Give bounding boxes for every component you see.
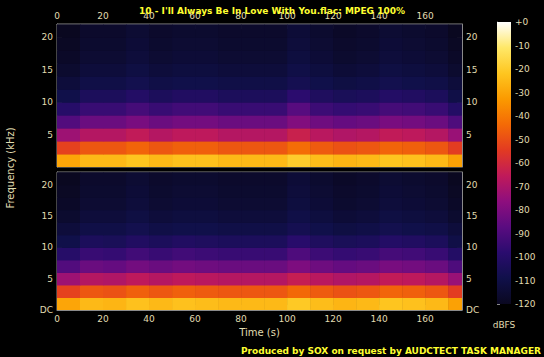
svg-text:80: 80	[235, 314, 247, 324]
svg-text:160: 160	[417, 11, 434, 21]
svg-text:60: 60	[189, 314, 201, 324]
svg-text:-100: -100	[515, 252, 536, 262]
svg-text:100: 100	[279, 314, 296, 324]
svg-text:-110: -110	[515, 276, 536, 286]
svg-text:5: 5	[466, 274, 472, 284]
svg-text:-60: -60	[515, 158, 530, 168]
svg-text:-70: -70	[515, 182, 530, 192]
svg-text:dBFS: dBFS	[493, 320, 516, 330]
svg-text:20: 20	[97, 11, 109, 21]
svg-text:-50: -50	[515, 135, 530, 145]
svg-text:-90: -90	[515, 229, 530, 239]
svg-text:20: 20	[42, 180, 54, 190]
svg-text:10 - I'll Always Be In Love Wi: 10 - I'll Always Be In Love With You.fla…	[139, 6, 405, 16]
svg-text:0: 0	[54, 314, 60, 324]
svg-text:DC: DC	[40, 305, 53, 315]
svg-text:5: 5	[47, 130, 53, 140]
svg-text:15: 15	[466, 211, 477, 221]
svg-text:DC: DC	[466, 305, 479, 315]
svg-text:20: 20	[466, 32, 478, 42]
svg-text:20: 20	[97, 314, 109, 324]
svg-text:15: 15	[42, 65, 53, 75]
svg-text:-20: -20	[515, 64, 530, 74]
svg-text:20: 20	[466, 180, 478, 190]
svg-text:10: 10	[42, 97, 54, 107]
svg-text:-120: -120	[515, 299, 536, 309]
svg-text:-40: -40	[515, 111, 530, 121]
svg-text:5: 5	[466, 130, 472, 140]
svg-text:160: 160	[417, 314, 434, 324]
svg-text:+0: +0	[515, 17, 529, 27]
svg-text:Frequency (kHz): Frequency (kHz)	[5, 127, 16, 208]
svg-text:Produced by SOX on request by: Produced by SOX on request by AUDCTECT T…	[241, 346, 541, 356]
svg-text:40: 40	[143, 10, 155, 21]
svg-text:-30: -30	[515, 88, 530, 98]
svg-text:-10: -10	[515, 41, 530, 51]
svg-text:140: 140	[370, 10, 388, 21]
svg-text:120: 120	[324, 10, 342, 21]
svg-text:120: 120	[325, 314, 342, 324]
svg-text:10: 10	[466, 97, 478, 107]
svg-text:0: 0	[54, 11, 60, 21]
svg-text:40: 40	[143, 314, 155, 324]
svg-text:Time (s): Time (s)	[238, 327, 280, 338]
svg-text:140: 140	[371, 314, 388, 324]
svg-text:5: 5	[47, 274, 53, 284]
svg-text:10: 10	[466, 242, 478, 252]
svg-text:-80: -80	[515, 205, 530, 215]
svg-text:10: 10	[42, 242, 54, 252]
svg-text:15: 15	[42, 211, 53, 221]
svg-text:15: 15	[466, 65, 477, 75]
svg-text:80: 80	[235, 10, 247, 21]
svg-text:60: 60	[189, 10, 201, 21]
svg-text:20: 20	[42, 32, 54, 42]
